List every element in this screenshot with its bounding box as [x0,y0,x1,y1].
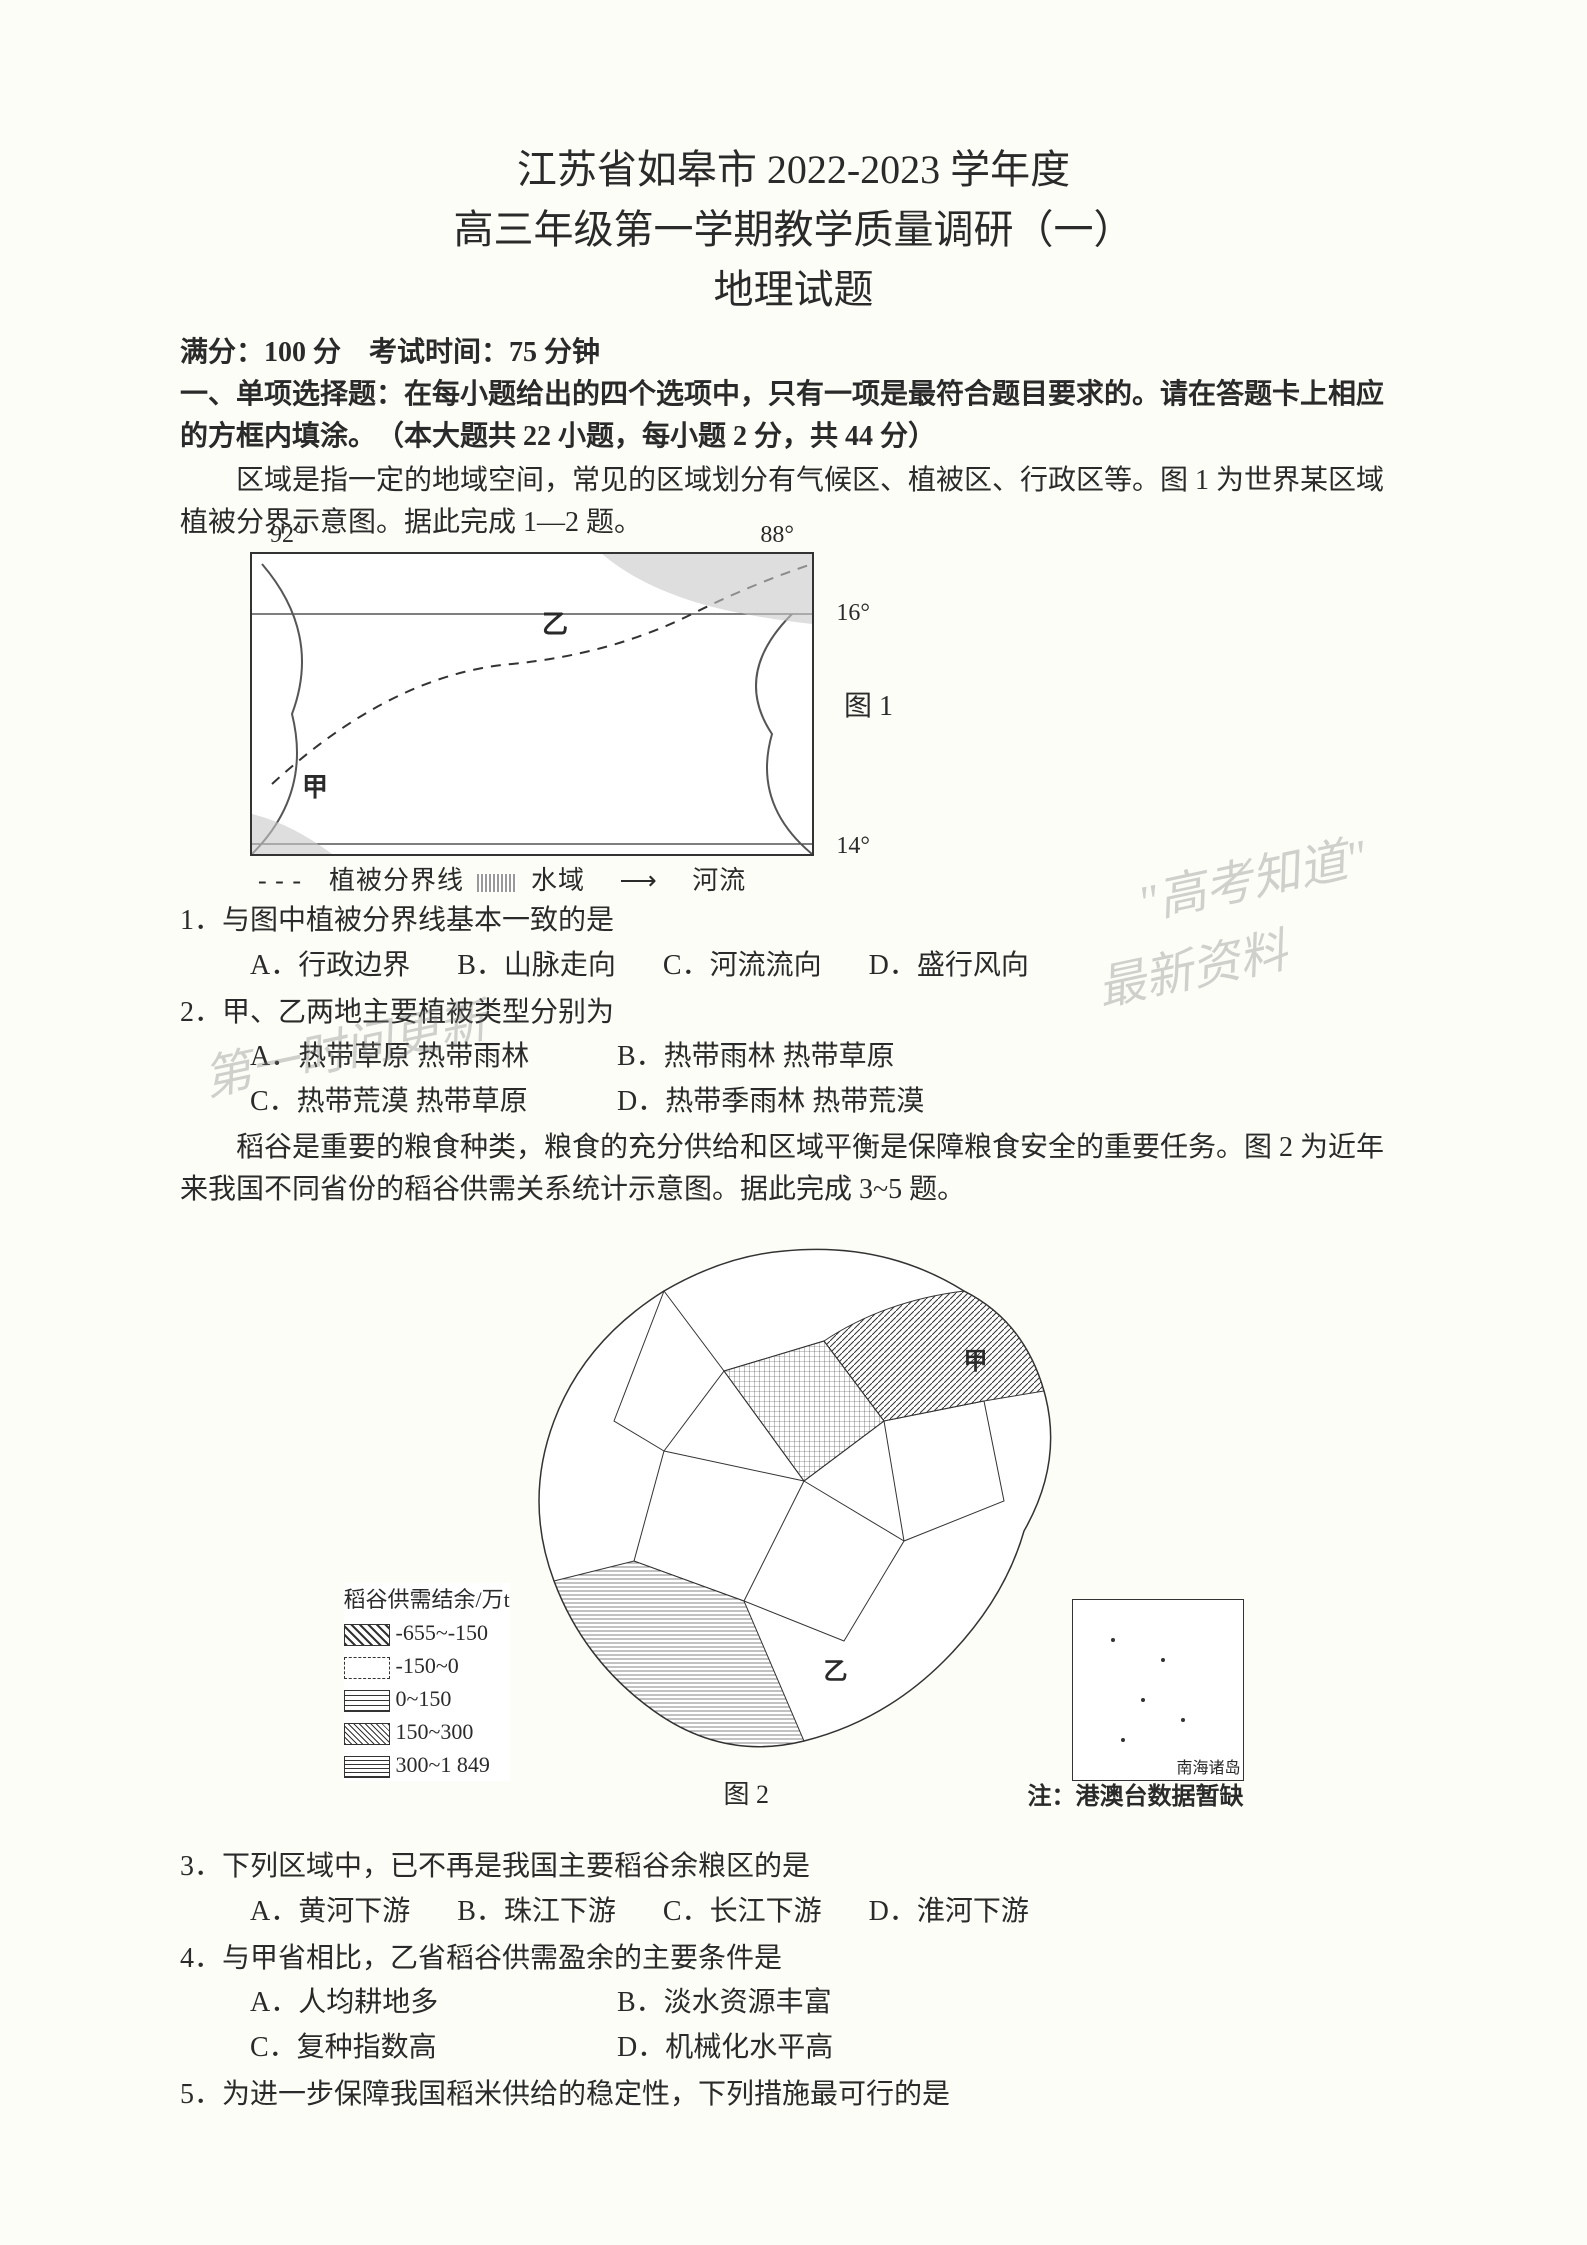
swatch-icon [344,1756,390,1778]
fig2-bin-2: 0~150 [396,1686,452,1711]
q3-option-b: B．珠江下游 [457,1890,616,1935]
exam-page: 江苏省如皋市 2022-2023 学年度 高三年级第一学期教学质量调研（一） 地… [0,0,1587,2245]
question-3-options: A．黄河下游 B．珠江下游 C．长江下游 D．淮河下游 [180,1890,1407,1935]
q1-option-b: B．山脉走向 [457,944,616,989]
figure-2-container: 甲 乙 稻谷供需结余/万t -655~-150 -150~0 0~150 150… [344,1221,1244,1841]
q2-option-a: A．热带草原 热带雨林 [250,1035,570,1080]
q3-option-c: C．长江下游 [663,1890,822,1935]
legend-river-icon: ⟶ [593,866,685,895]
q3-option-d: D．淮河下游 [869,1890,1029,1935]
q1-option-a: A．行政边界 [250,944,410,989]
figure-1-svg [252,554,812,854]
fig1-lon-right: 88° [760,522,794,549]
fig2-mark-yi: 乙 [824,1651,848,1686]
question-4-stem: 4．与甲省相比，乙省稻谷供需盈余的主要条件是 [180,1937,1407,1982]
legend-dash-label: - - - 植被分界线 [258,866,464,895]
q3-option-a: A．黄河下游 [250,1890,410,1935]
figure-1-container: 甲 乙 92° 88° 16° 14° 图 1 [250,552,1407,856]
question-2-stem: 2．甲、乙两地主要植被类型分别为 [180,991,1407,1036]
fig2-legend-title: 稻谷供需结余/万t [344,1583,510,1616]
subject-title: 地理试题 [180,260,1407,320]
legend-water-label: 水域 [531,866,585,895]
q1-option-d: D．盛行风向 [869,944,1029,989]
title-line-1: 江苏省如皋市 2022-2023 学年度 [180,140,1407,200]
figure-2-caption: 图 2 [724,1774,770,1811]
fig2-bin-1: -150~0 [396,1653,459,1678]
figure-2-legend: 稻谷供需结余/万t -655~-150 -150~0 0~150 150~300… [344,1583,510,1781]
swatch-icon [344,1624,390,1646]
figure-2-inset: 南海诸岛 [1072,1599,1244,1781]
question-1-options: A．行政边界 B．山脉走向 C．河流流向 D．盛行风向 [180,944,1407,989]
q1-option-c: C．河流流向 [663,944,822,989]
figure-1-caption: 图 1 [844,684,893,724]
fig1-lon-left: 92° [270,522,304,549]
figure-2-note: 注：港澳台数据暂缺 [1028,1776,1244,1811]
exam-meta: 满分：100 分 考试时间：75 分钟 [180,330,1407,370]
fig1-lat-top: 16° [836,600,870,627]
fig2-mark-jia: 甲 [964,1341,988,1376]
intro-paragraph-2: 稻谷是重要的粮食种类，粮食的充分供给和区域平衡是保障粮食安全的重要任务。图 2 … [180,1127,1407,1211]
q4-option-a: A．人均耕地多 [250,1981,570,2026]
figure-1-map: 甲 乙 [250,552,814,856]
fig1-mark-yi: 乙 [542,604,568,641]
legend-water-icon [477,874,517,892]
q4-option-b: B．淡水资源丰富 [617,1981,937,2026]
fig1-lat-bottom: 14° [836,833,870,860]
q4-option-d: D．机械化水平高 [617,2026,937,2071]
q2-option-c: C．热带荒漠 热带草原 [250,1080,570,1125]
fig2-bin-3: 150~300 [396,1719,474,1744]
swatch-icon [344,1657,390,1679]
question-5-stem: 5．为进一步保障我国稻米供给的稳定性，下列措施最可行的是 [180,2073,1407,2118]
question-3-stem: 3．下列区域中，已不再是我国主要稻谷余粮区的是 [180,1845,1407,1890]
fig2-bin-0: -655~-150 [396,1620,489,1645]
fig2-bin-4: 300~1 849 [396,1752,490,1777]
question-1-stem: 1．与图中植被分界线基本一致的是 [180,899,1407,944]
question-2-options: A．热带草原 热带雨林 B．热带雨林 热带草原 C．热带荒漠 热带草原 D．热带… [180,1035,1407,1125]
question-4-options: A．人均耕地多 B．淡水资源丰富 C．复种指数高 D．机械化水平高 [180,1981,1407,2071]
title-line-2: 高三年级第一学期教学质量调研（一） [180,200,1407,260]
q2-option-b: B．热带雨林 热带草原 [617,1035,937,1080]
figure-2-map [464,1221,1104,1781]
swatch-icon [344,1723,390,1745]
fig2-inset-label: 南海诸岛 [1176,1754,1240,1778]
swatch-icon [344,1690,390,1712]
section-1-head: 一、单项选择题：在每小题给出的四个选项中，只有一项是最符合题目要求的。请在答题卡… [180,374,1407,458]
fig1-mark-jia: 甲 [302,767,328,804]
legend-river-label: 河流 [692,866,746,895]
q4-option-c: C．复种指数高 [250,2026,570,2071]
q2-option-d: D．热带季雨林 热带荒漠 [617,1080,937,1125]
figure-1-legend: - - - 植被分界线 水域 ⟶ 河流 [250,860,1407,897]
